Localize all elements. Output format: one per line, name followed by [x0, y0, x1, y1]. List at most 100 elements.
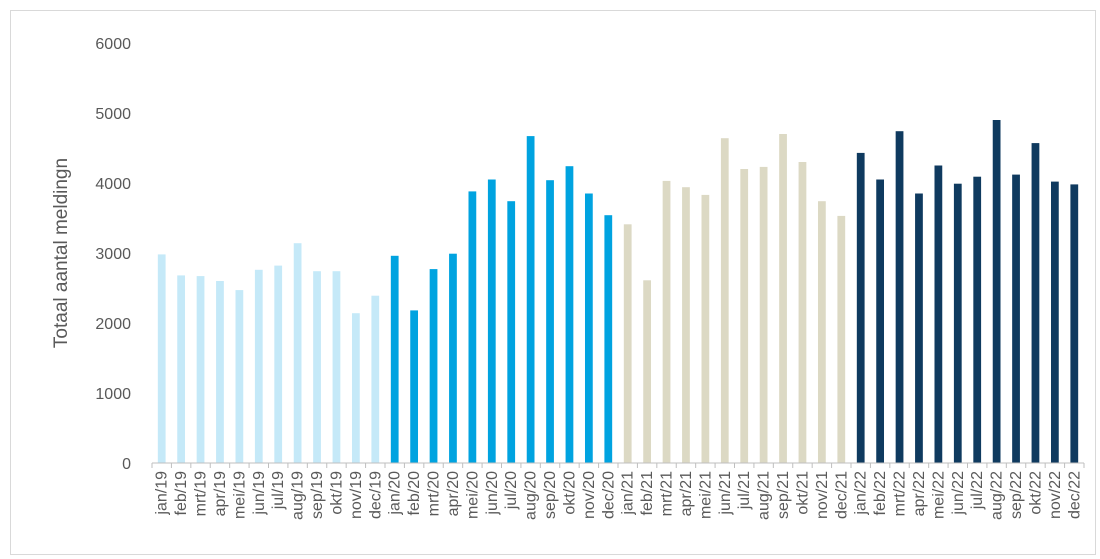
bar: [390, 255, 399, 463]
x-tick-label: dec/20: [600, 471, 617, 519]
bar: [371, 295, 380, 463]
x-tick-label: nov/19: [348, 471, 365, 519]
x-tick-label: jul/20: [503, 471, 520, 510]
x-tick-label: dec/19: [367, 471, 384, 519]
x-tick-label: okt/22: [1027, 471, 1044, 515]
x-tick-label: aug/19: [290, 471, 307, 520]
x-tick-label: apr/21: [678, 471, 695, 516]
bar: [565, 166, 574, 463]
bar: [895, 131, 904, 463]
bar: [682, 187, 690, 463]
x-tick-label: mei/19: [231, 471, 248, 519]
bar: [177, 275, 186, 463]
bar: [526, 136, 535, 463]
bar: [740, 169, 749, 463]
bar: [915, 193, 923, 463]
bar: [973, 176, 982, 463]
x-tick-label: jan/22: [853, 471, 870, 516]
bar: [487, 179, 496, 463]
bars: [157, 120, 1079, 463]
bar: [953, 183, 962, 463]
y-tick-label: 3000: [95, 246, 131, 263]
x-tick-label: nov/21: [814, 471, 831, 519]
x-tick-label: jan/21: [620, 471, 637, 516]
x-tick-label: jan/20: [387, 471, 404, 516]
x-tick-label: dec/22: [1066, 471, 1083, 519]
x-tick-label: aug/20: [523, 471, 540, 520]
bar: [546, 180, 554, 463]
bar: [332, 271, 341, 463]
x-tick-label: jul/19: [270, 471, 287, 510]
bar: [584, 193, 593, 463]
bar: [293, 243, 302, 463]
bar: [196, 276, 205, 463]
x-tick-label: mei/21: [697, 471, 714, 519]
bar: [934, 165, 943, 463]
bar: [1012, 174, 1020, 463]
bar: [643, 280, 652, 463]
bar: [856, 152, 865, 463]
x-tick-label: jun/19: [251, 471, 268, 516]
x-tick-label: apr/20: [445, 471, 462, 516]
bar: [1070, 184, 1079, 463]
bar: [701, 194, 710, 463]
x-tick-label: jun/22: [950, 471, 967, 516]
bar: [798, 162, 807, 463]
x-tick-label: okt/19: [328, 471, 345, 515]
x-tick-label: feb/21: [639, 471, 656, 516]
bar: [817, 201, 826, 463]
bar: [604, 215, 613, 463]
y-axis-ticks: 0 1000 2000 3000 4000 5000 6000: [95, 36, 131, 473]
y-tick-label: 4000: [95, 176, 131, 193]
bar: [837, 215, 846, 463]
bar: [1050, 181, 1059, 463]
x-tick-label: nov/20: [581, 471, 598, 519]
y-axis-label: Totaal aantal meldingn: [51, 158, 72, 348]
x-tick-label: mei/22: [930, 471, 947, 519]
x-tick-label: aug/21: [756, 471, 773, 520]
bar: [216, 281, 224, 463]
bar: [410, 310, 419, 463]
bar: [235, 290, 244, 463]
x-tick-label: okt/21: [794, 471, 811, 515]
x-tick-label: mei/20: [464, 471, 481, 519]
bar: [662, 180, 671, 463]
x-tick-label: apr/19: [212, 471, 229, 516]
x-tick-label: jun/21: [717, 471, 734, 516]
bar: [254, 269, 263, 463]
y-tick-label: 0: [122, 456, 131, 473]
x-tick-label: feb/22: [872, 471, 889, 516]
x-tick-label: sep/20: [542, 471, 559, 519]
x-tick-label: sep/22: [1008, 471, 1025, 519]
x-tick-label: jul/21: [736, 471, 753, 510]
bar: [429, 269, 438, 463]
x-tick-label: jul/22: [969, 471, 986, 510]
bar: [449, 253, 457, 463]
y-tick-label: 1000: [95, 386, 131, 403]
x-tick-label: jan/19: [154, 471, 171, 516]
bar: [720, 138, 729, 463]
bar: [623, 224, 632, 463]
x-tick-label: aug/22: [989, 471, 1006, 520]
x-tick-label: dec/21: [833, 471, 850, 519]
bar: [1031, 143, 1040, 463]
x-tick-label: mrt/21: [659, 471, 676, 516]
bar: [157, 254, 166, 463]
bar: [779, 134, 787, 463]
x-tick-label: apr/22: [911, 471, 928, 516]
bar: [313, 271, 321, 463]
x-tick-label: sep/19: [309, 471, 326, 519]
bar: [507, 201, 516, 463]
x-tick-label: feb/19: [173, 471, 190, 516]
x-axis: [151, 462, 1085, 468]
x-tick-label: mrt/22: [892, 471, 909, 516]
x-tick-label: sep/21: [775, 471, 792, 519]
y-tick-label: 2000: [95, 316, 131, 333]
bar: [876, 179, 885, 463]
x-axis-ticks: jan/19 feb/19 mrt/19 apr/19 mei/19 jun/19 jul/…: [154, 471, 1084, 520]
y-tick-label: 5000: [95, 106, 131, 123]
bar: [759, 166, 768, 463]
x-tick-label: mrt/19: [193, 471, 210, 516]
bar: [992, 120, 1001, 463]
